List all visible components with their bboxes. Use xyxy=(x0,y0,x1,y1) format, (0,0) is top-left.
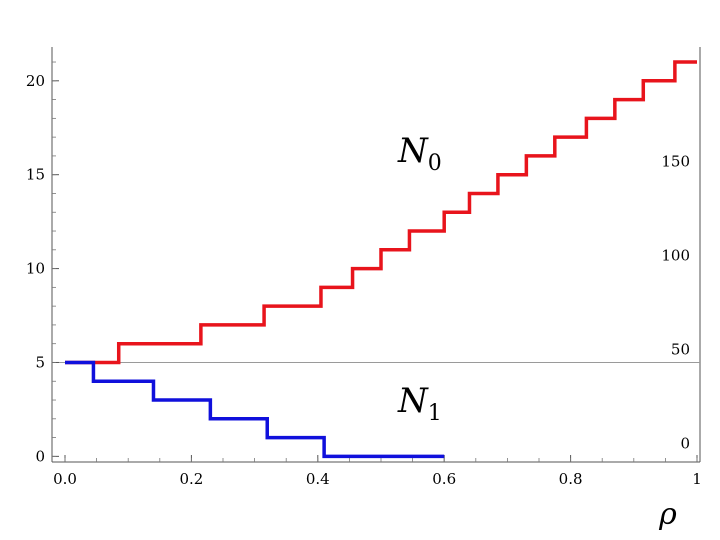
series-label-N0: N0 xyxy=(397,131,442,176)
series-line-N0 xyxy=(65,60,697,365)
y-tick-label: 10 xyxy=(26,260,45,278)
x-tick-label: 0.2 xyxy=(179,470,203,488)
y-tick-label: 0 xyxy=(35,447,45,465)
series-layer xyxy=(65,60,697,459)
x-tick-label: 0.0 xyxy=(53,470,77,488)
y-tick-label: 5 xyxy=(35,353,45,371)
x-tick-label: 0.8 xyxy=(559,470,583,488)
series-line-N1 xyxy=(65,360,445,459)
x-tick-label: 1 xyxy=(692,470,702,488)
right-axis-label: 50 xyxy=(671,340,690,358)
labels-layer: N0 N1 xyxy=(397,131,442,426)
right-axis-label: 0 xyxy=(680,434,690,452)
y-tick-label: 15 xyxy=(26,166,45,184)
right-axis-label: 150 xyxy=(661,153,690,171)
x-tick-label: 0.6 xyxy=(432,470,456,488)
series-label-N1: N1 xyxy=(397,381,442,426)
x-tick-label: 0.4 xyxy=(306,470,330,488)
right-axis-label: 100 xyxy=(661,247,690,265)
x-axis-title: ρ xyxy=(658,497,677,532)
y-tick-label: 20 xyxy=(26,72,45,90)
